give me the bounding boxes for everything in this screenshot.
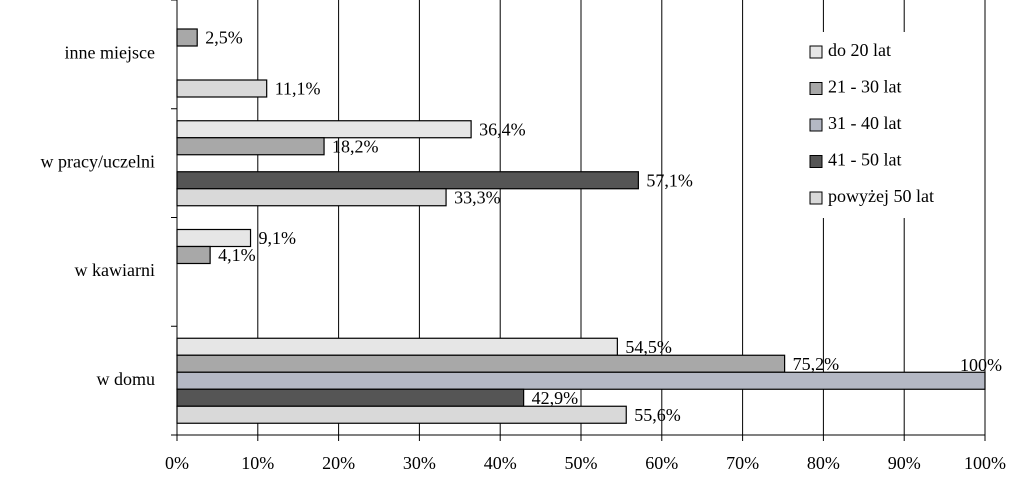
bar	[176, 188, 447, 207]
legend-label: 21 - 30 lat	[828, 77, 902, 97]
x-tick-label: 30%	[403, 453, 436, 473]
data-label: 2,5%	[205, 28, 243, 48]
legend	[800, 32, 984, 218]
data-label: 54,5%	[625, 337, 672, 357]
x-tick-label: 0%	[165, 453, 189, 473]
data-label: 75,2%	[793, 354, 840, 374]
bar	[176, 28, 198, 47]
legend-swatch	[809, 155, 823, 168]
x-tick-label: 20%	[322, 453, 355, 473]
legend-label: 31 - 40 lat	[828, 113, 902, 133]
bar	[176, 228, 252, 248]
x-tick-label: 10%	[241, 453, 274, 473]
legend-swatch	[809, 118, 823, 132]
legend-label: powyżej 50 lat	[828, 186, 934, 206]
bar	[176, 388, 525, 407]
legend-swatch	[809, 45, 823, 59]
category-label: w kawiarni	[75, 260, 155, 280]
data-label: 33,3%	[454, 187, 501, 207]
legend-swatch	[809, 191, 823, 205]
data-label: 36,4%	[479, 119, 526, 139]
data-label: 4,1%	[218, 245, 256, 265]
bar	[176, 354, 786, 373]
bar	[176, 171, 639, 190]
bar	[176, 337, 618, 356]
x-tick-label: 100%	[964, 453, 1006, 473]
x-tick-label: 70%	[726, 453, 759, 473]
x-tick-label: 90%	[888, 453, 921, 473]
data-label: 18,2%	[332, 136, 379, 156]
data-label: 42,9%	[532, 388, 579, 408]
data-label: 57,1%	[646, 170, 693, 190]
data-label: 100%	[960, 355, 1002, 375]
data-label: 55,6%	[634, 405, 681, 425]
legend-label: 41 - 50 lat	[828, 150, 902, 170]
legend-swatch	[809, 82, 823, 95]
legend-label: do 20 lat	[828, 40, 891, 60]
x-tick-label: 80%	[807, 453, 840, 473]
x-tick-label: 40%	[484, 453, 517, 473]
bar	[176, 120, 472, 139]
bar	[176, 405, 627, 424]
category-label: w domu	[97, 369, 156, 389]
x-tick-label: 50%	[565, 453, 598, 473]
bar	[176, 245, 211, 265]
bar	[176, 137, 325, 156]
category-label: inne miejsce	[65, 43, 155, 63]
bar	[176, 79, 268, 98]
data-label: 9,1%	[259, 228, 297, 248]
bar	[176, 371, 986, 390]
x-tick-label: 60%	[645, 453, 678, 473]
data-label: 11,1%	[275, 79, 321, 99]
category-label: w pracy/uczelni	[41, 151, 155, 171]
